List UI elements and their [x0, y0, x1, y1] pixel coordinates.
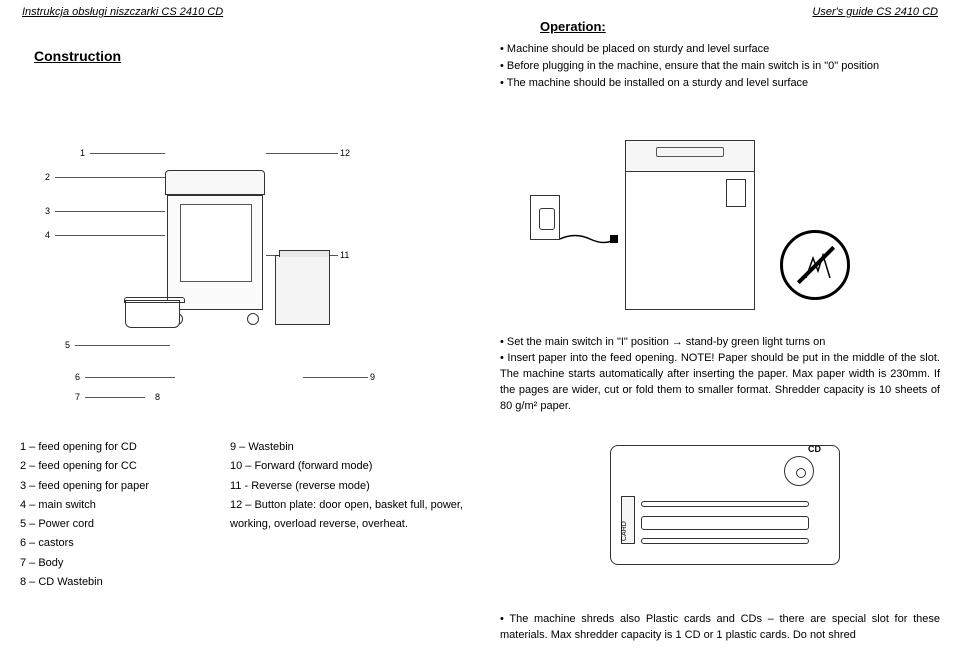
part-item: 3 – feed opening for paper	[20, 477, 220, 496]
leader-line	[55, 211, 165, 212]
callout-number: 6	[70, 372, 80, 382]
cd-label: CD	[808, 444, 821, 454]
part-item: 1 – feed opening for CD	[20, 438, 220, 457]
leader-line	[85, 397, 145, 398]
leader-line	[90, 153, 165, 154]
cd-icon	[784, 456, 814, 486]
callout-number: 5	[60, 340, 70, 350]
bottom-note-text: The machine shreds also Plastic cards an…	[500, 612, 940, 644]
card-label: CARD	[621, 521, 628, 541]
callout-number: 4	[40, 230, 50, 240]
part-item: 12 – Button plate: door open, basket ful…	[230, 496, 480, 535]
callout-number: 9	[370, 372, 375, 382]
part-item: 7 – Body	[20, 554, 220, 573]
part-item: 6 – castors	[20, 534, 220, 553]
callout-number: 11	[340, 250, 349, 260]
leader-line	[75, 345, 170, 346]
leader-line	[303, 377, 368, 378]
callout-number: 7	[70, 392, 80, 402]
top-view-diagram: CD CARD	[610, 445, 840, 565]
slot-line	[641, 538, 809, 544]
part-item: 5 – Power cord	[20, 515, 220, 534]
header-right: User's guide CS 2410 CD	[812, 6, 938, 18]
installation-diagram	[520, 135, 930, 320]
leader-line	[266, 153, 338, 154]
wall-outlet-icon	[530, 195, 560, 240]
instruction-text: Set the main switch in "I" position → st…	[500, 335, 940, 415]
card-icon: CARD	[621, 496, 635, 544]
part-item: 11 - Reverse (reverse mode)	[230, 477, 480, 496]
part-item: 4 – main switch	[20, 496, 220, 515]
operation-bullet: The machine should be installed on a stu…	[500, 76, 940, 92]
plug-icon	[560, 230, 620, 248]
instruction-line: Insert paper into the feed opening. NOTE…	[500, 351, 940, 415]
leader-line	[55, 235, 165, 236]
part-item: 8 – CD Wastebin	[20, 573, 220, 592]
instruction-line: Set the main switch in "I" position → st…	[500, 335, 940, 351]
operation-bullet-list: Machine should be placed on sturdy and l…	[500, 42, 940, 93]
callout-number: 8	[155, 392, 160, 402]
callout-number: 2	[40, 172, 50, 182]
drawer-illustration	[275, 255, 330, 325]
callout-number: 3	[40, 206, 50, 216]
construction-diagram: 1 2 3 4 5 6 7 8 9 10 11 12	[20, 130, 480, 420]
prohibition-icon	[780, 230, 850, 300]
operation-heading: Operation:	[540, 19, 606, 34]
part-item: 10 – Forward (forward mode)	[230, 457, 480, 476]
shredder-illustration	[165, 170, 265, 315]
part-item: 9 – Wastebin	[230, 438, 480, 457]
basket-illustration	[125, 300, 180, 328]
callout-number: 1	[75, 148, 85, 158]
bottom-note: The machine shreds also Plastic cards an…	[500, 612, 940, 644]
leader-line	[55, 177, 165, 178]
part-item: 2 – feed opening for CC	[20, 457, 220, 476]
operation-bullet: Machine should be placed on sturdy and l…	[500, 42, 940, 58]
slot-line	[641, 501, 809, 507]
slot-line	[641, 516, 809, 530]
operation-bullet: Before plugging in the machine, ensure t…	[500, 59, 940, 75]
header-left: Instrukcja obsługi niszczarki CS 2410 CD	[22, 6, 223, 18]
callout-number: 12	[340, 148, 350, 158]
shredder-side-illustration	[625, 140, 755, 310]
leader-line	[85, 377, 175, 378]
construction-heading: Construction	[34, 48, 121, 64]
